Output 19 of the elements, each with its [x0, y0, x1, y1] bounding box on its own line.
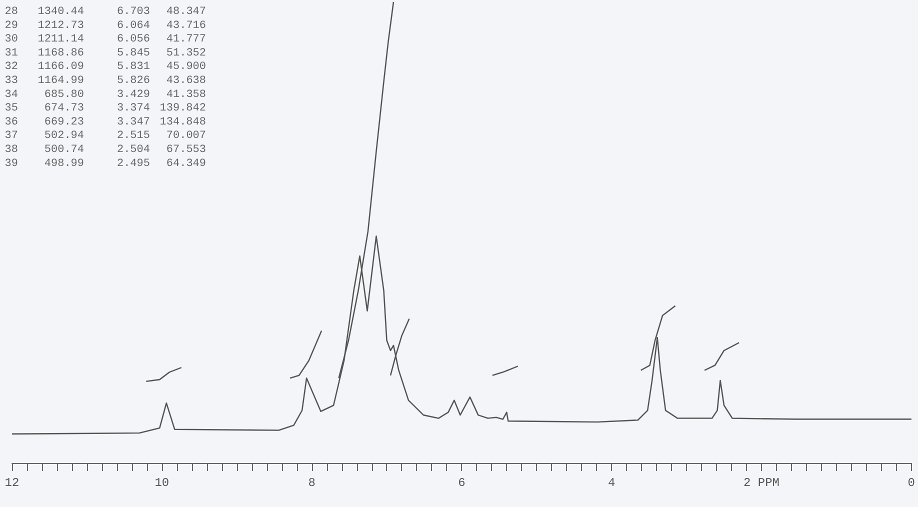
x-tick-label: 8: [308, 476, 316, 490]
text: 30 1211.14 6.056 41.777: [4, 34, 206, 46]
text: 35 674.73 3.374 139.842: [4, 102, 206, 115]
x-tick-label: 4: [608, 476, 616, 490]
text: 28 1340.44 6.703 48.347: [4, 6, 206, 18]
text: 39 498.99 2.495 64.349: [4, 158, 206, 170]
x-tick-label: 2 PPM: [743, 476, 780, 490]
x-tick-label: 10: [154, 476, 170, 490]
text: 36 669.23 3.347 134.848: [4, 116, 206, 128]
text: 37 502.94 2.515 70.007: [4, 130, 206, 142]
x-tick-label: 12: [4, 476, 20, 490]
text: 38 500.74 2.504 67.553: [4, 144, 206, 156]
x-tick-label: 0: [908, 476, 915, 490]
text: 31 1168.86 5.845 51.352: [4, 47, 206, 60]
x-tick-label: 6: [458, 476, 466, 490]
text: 32 1166.09 5.831 45.900: [4, 61, 206, 74]
text: 33 1164.99 5.826 43.638: [4, 75, 206, 87]
text: 34 685.80 3.429 41.358: [4, 88, 206, 101]
text: 29 1212.73 6.064 43.716: [4, 20, 206, 32]
